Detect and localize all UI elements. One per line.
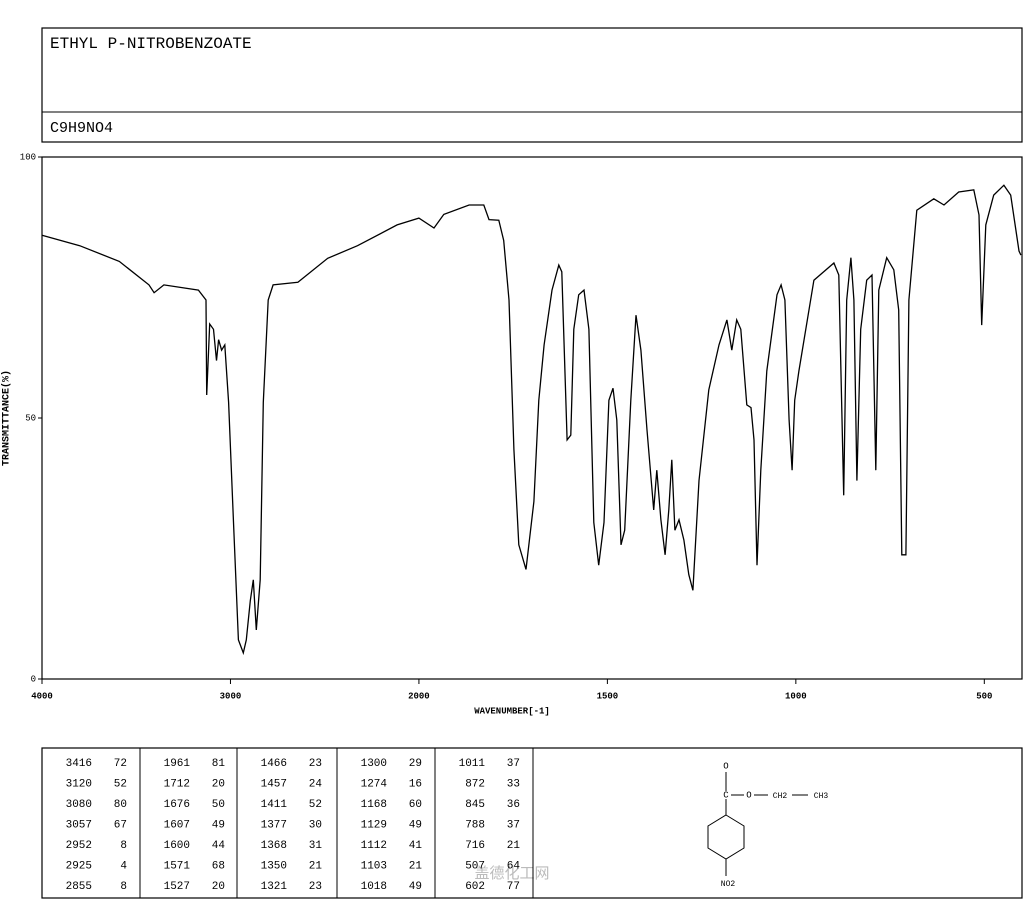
x-tick-label: 3000	[220, 691, 242, 701]
peak-transmittance: 36	[507, 799, 520, 811]
peak-wavenumber: 1600	[164, 840, 190, 852]
x-tick-label: 500	[976, 691, 992, 701]
peak-transmittance: 24	[309, 778, 323, 790]
peak-transmittance: 8	[120, 840, 127, 852]
peak-transmittance: 52	[309, 799, 322, 811]
x-tick-label: 2000	[408, 691, 430, 701]
peak-transmittance: 37	[507, 819, 520, 831]
header-box	[41, 27, 1023, 143]
peak-wavenumber: 788	[465, 819, 485, 831]
peak-transmittance: 81	[212, 758, 226, 770]
peak-wavenumber: 845	[465, 799, 485, 811]
structure-group: CH3	[814, 792, 829, 801]
peak-wavenumber: 1350	[261, 860, 287, 872]
peak-wavenumber: 3120	[66, 778, 92, 790]
peak-transmittance: 21	[409, 860, 423, 872]
peak-transmittance: 23	[309, 881, 322, 893]
y-tick-label: 50	[25, 413, 36, 423]
compound-title: ETHYL P-NITROBENZOATE	[50, 35, 252, 53]
structure-carbon: C	[723, 790, 729, 800]
peak-transmittance: 50	[212, 799, 225, 811]
peak-wavenumber: 1377	[261, 819, 287, 831]
peak-wavenumber: 1103	[361, 860, 387, 872]
peak-wavenumber: 1607	[164, 819, 190, 831]
peak-wavenumber: 1466	[261, 758, 287, 770]
peak-transmittance: 20	[212, 778, 225, 790]
y-tick-label: 100	[20, 152, 36, 162]
peak-wavenumber: 1527	[164, 881, 190, 893]
structure-group: CH2	[773, 792, 788, 801]
peak-transmittance: 16	[409, 778, 422, 790]
structure	[707, 772, 808, 876]
peak-transmittance: 37	[507, 758, 520, 770]
peak-transmittance: 31	[309, 840, 323, 852]
peak-transmittance: 21	[507, 840, 521, 852]
peak-transmittance: 60	[409, 799, 422, 811]
structure-atom: O	[746, 790, 751, 800]
structure-group: NO2	[721, 880, 736, 889]
peak-wavenumber: 1300	[361, 758, 387, 770]
peak-wavenumber: 3080	[66, 799, 92, 811]
peak-wavenumber: 1129	[361, 819, 387, 831]
peak-wavenumber: 1571	[164, 860, 191, 872]
peak-transmittance: 64	[507, 860, 521, 872]
peak-transmittance: 29	[409, 758, 422, 770]
peak-wavenumber: 1274	[361, 778, 388, 790]
peak-wavenumber: 1961	[164, 758, 191, 770]
peak-wavenumber: 1018	[361, 881, 387, 893]
peak-wavenumber: 2925	[66, 860, 92, 872]
peak-table-box	[41, 747, 1023, 899]
peak-wavenumber: 1411	[261, 799, 288, 811]
peak-transmittance: 80	[114, 799, 127, 811]
peak-wavenumber: 1011	[459, 758, 486, 770]
peak-wavenumber: 1676	[164, 799, 190, 811]
benzene-ring	[707, 814, 745, 860]
peak-wavenumber: 1321	[261, 881, 288, 893]
peak-transmittance: 21	[309, 860, 323, 872]
peak-transmittance: 33	[507, 778, 520, 790]
peak-wavenumber: 507	[465, 860, 485, 872]
x-axis-label: WAVENUMBER[-1]	[474, 706, 550, 716]
peak-transmittance: 23	[309, 758, 322, 770]
peak-transmittance: 20	[212, 881, 225, 893]
peak-wavenumber: 1457	[261, 778, 287, 790]
peak-wavenumber: 716	[465, 840, 485, 852]
peak-transmittance: 44	[212, 840, 226, 852]
y-tick-label: 0	[31, 674, 36, 684]
peak-transmittance: 49	[409, 819, 422, 831]
peak-transmittance: 30	[309, 819, 322, 831]
peak-transmittance: 68	[212, 860, 225, 872]
peak-transmittance: 8	[120, 881, 127, 893]
peak-wavenumber: 2855	[66, 881, 92, 893]
peak-transmittance: 52	[114, 778, 127, 790]
x-tick-label: 1500	[597, 691, 619, 701]
peak-wavenumber: 3416	[66, 758, 92, 770]
peak-wavenumber: 602	[465, 881, 485, 893]
peak-transmittance: 72	[114, 758, 127, 770]
peak-wavenumber: 3057	[66, 819, 92, 831]
peak-transmittance: 49	[212, 819, 225, 831]
peak-transmittance: 49	[409, 881, 422, 893]
peak-wavenumber: 2952	[66, 840, 92, 852]
formula: C9H9NO4	[50, 120, 113, 137]
peak-transmittance: 41	[409, 840, 423, 852]
x-tick-label: 1000	[785, 691, 807, 701]
peak-wavenumber: 1368	[261, 840, 287, 852]
y-axis-label: TRANSMITTANCE(%)	[1, 370, 13, 466]
peak-wavenumber: 1168	[361, 799, 387, 811]
watermark: 盖德化工网	[474, 864, 549, 883]
spectrum-line	[41, 184, 1022, 656]
peak-transmittance: 67	[114, 819, 127, 831]
peak-wavenumber: 872	[465, 778, 485, 790]
peak-wavenumber: 1112	[361, 840, 387, 852]
peak-wavenumber: 1712	[164, 778, 190, 790]
peak-transmittance: 77	[507, 881, 520, 893]
peak-transmittance: 4	[120, 860, 127, 872]
structure-atom: O	[723, 761, 728, 771]
x-tick-label: 4000	[31, 691, 53, 701]
